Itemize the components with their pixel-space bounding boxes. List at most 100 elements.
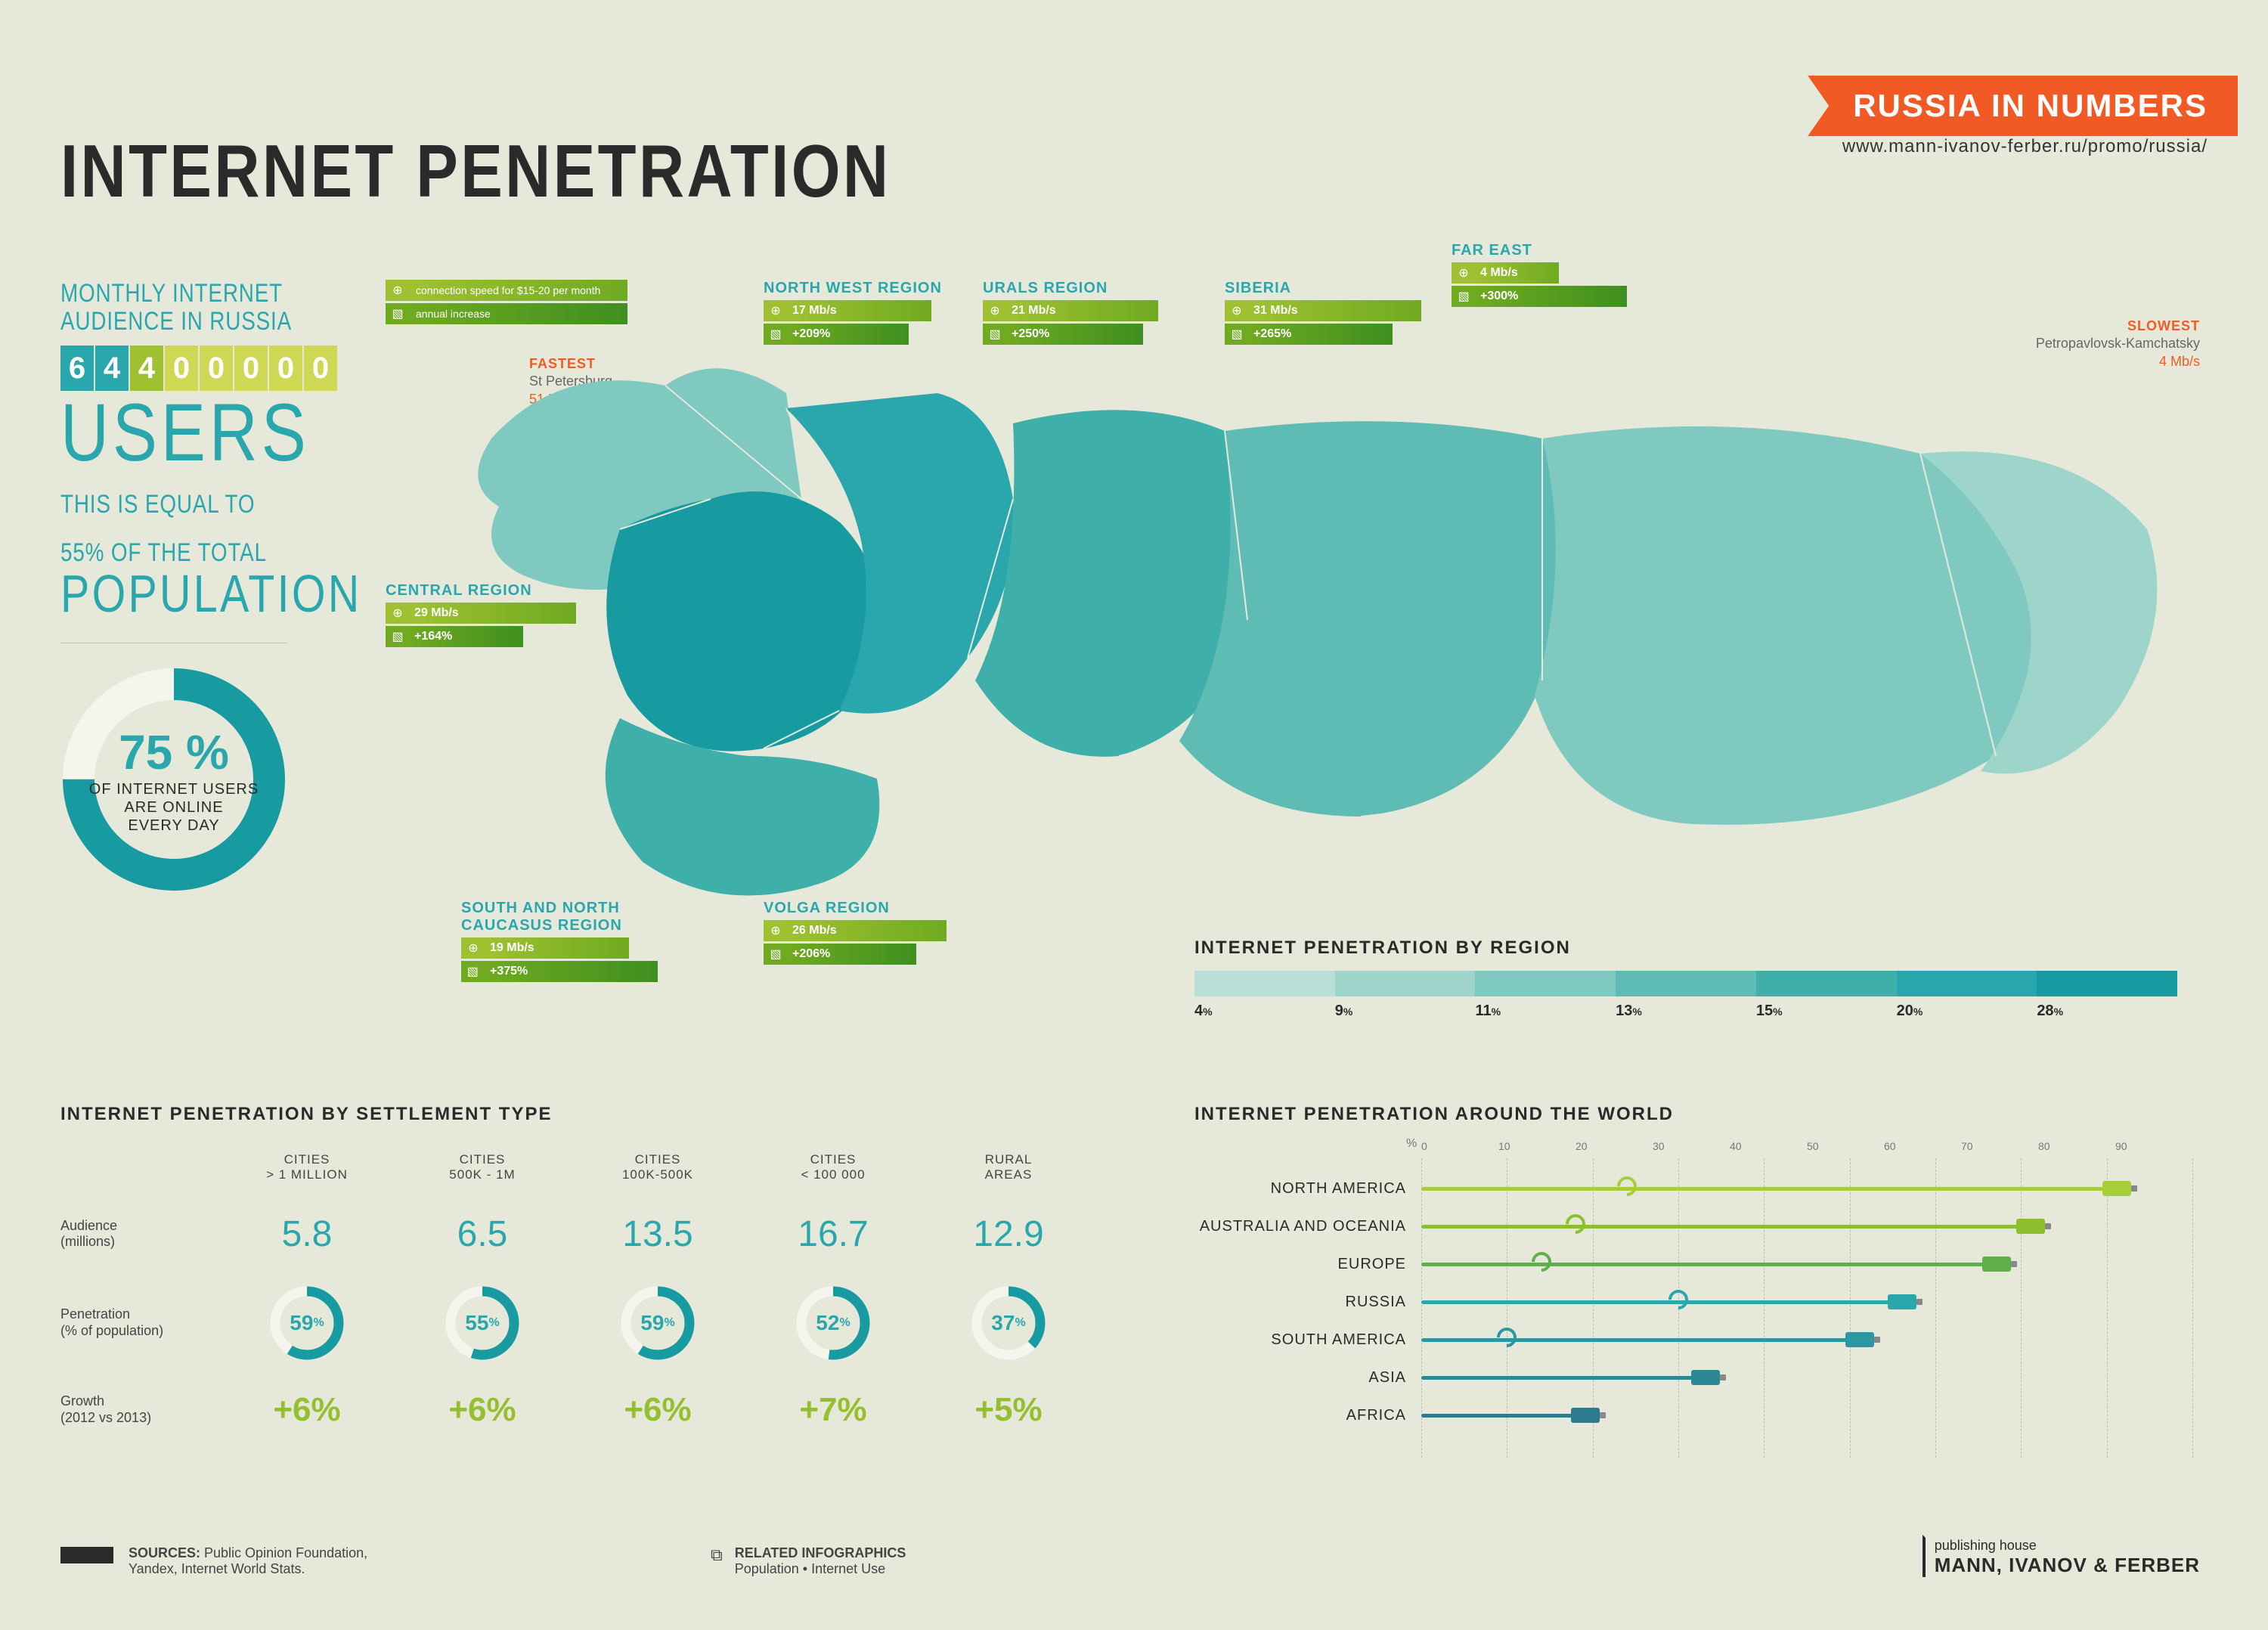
chart-icon: ▧ xyxy=(764,324,788,345)
daily-online-donut: 75 % OF INTERNET USERS ARE ONLINE EVERY … xyxy=(60,666,287,893)
usb-plug-icon xyxy=(1888,1294,1916,1309)
chart-icon: ▧ xyxy=(461,961,485,982)
related-infographics: ⧉ RELATED INFOGRAPHICS Population • Inte… xyxy=(711,1545,906,1577)
chart-icon: ▧ xyxy=(386,626,410,647)
donut-sub2: ARE ONLINE xyxy=(124,798,223,817)
sources: SOURCES: Public Opinion Foundation,Yande… xyxy=(60,1545,367,1577)
region-increase: +250% xyxy=(1012,324,1049,345)
world-series-name: AFRICA xyxy=(1194,1407,1421,1424)
x-tick: 10 xyxy=(1498,1140,1576,1152)
scale-swatch xyxy=(1897,971,2037,996)
region-speed: 26 Mb/s xyxy=(792,920,837,941)
scale-bar xyxy=(1194,971,2177,996)
audience-value: 12.9 xyxy=(921,1213,1096,1255)
globe-icon: ⊕ xyxy=(461,937,485,959)
donut-sub1: OF INTERNET USERS xyxy=(89,780,259,798)
penetration-donut: 59% xyxy=(570,1285,745,1361)
equals-line1: THIS IS EQUAL TO xyxy=(60,491,321,519)
region-name: VOLGA REGION xyxy=(764,900,960,917)
world-series-row: RUSSIA xyxy=(1194,1284,2192,1320)
world-series-row: NORTH AMERICA xyxy=(1194,1170,2192,1207)
digit: 4 xyxy=(95,346,129,391)
region-badge: SOUTH AND NORTH CAUCASUS REGION ⊕ 19 Mb/… xyxy=(461,900,658,982)
user-count-digits: 64400000 xyxy=(60,346,378,391)
region-name: SIBERIA xyxy=(1225,280,1421,297)
globe-icon: ⊕ xyxy=(983,300,1007,321)
settlement-col-header: CITIES500K - 1M xyxy=(395,1152,570,1183)
scale-label: 13% xyxy=(1616,1002,1756,1020)
world-series-name: NORTH AMERICA xyxy=(1194,1180,1421,1198)
settlement-col-header: RURALAREAS xyxy=(921,1152,1096,1183)
scale-swatch xyxy=(1475,971,1616,996)
x-tick: 0 xyxy=(1421,1140,1498,1152)
sources-block-icon xyxy=(60,1547,113,1563)
chart-icon: ▧ xyxy=(983,324,1007,345)
world-series-row: ASIA xyxy=(1194,1359,2192,1396)
usb-plug-icon xyxy=(2016,1219,2045,1234)
scale-swatch xyxy=(1194,971,1335,996)
growth-value: +5% xyxy=(921,1391,1096,1429)
donut-pct: 75 % xyxy=(119,724,229,780)
region-increase: +300% xyxy=(1480,286,1518,307)
users-label: USERS xyxy=(60,395,321,469)
chart-icon: ▧ xyxy=(1225,324,1249,345)
region-speed: 31 Mb/s xyxy=(1253,300,1298,321)
scale-label: 11% xyxy=(1475,1002,1616,1020)
region-badge: CENTRAL REGION ⊕ 29 Mb/s ▧ +164% xyxy=(386,582,582,647)
chart-icon: ▧ xyxy=(764,944,788,965)
digit: 0 xyxy=(304,346,337,391)
equals-line2: 55% OF THE TOTAL xyxy=(60,539,321,567)
world-series-name: SOUTH AMERICA xyxy=(1194,1331,1421,1349)
settlement-col-header: CITIES< 100 000 xyxy=(745,1152,921,1183)
region-speed: 29 Mb/s xyxy=(414,603,459,624)
banner-url: www.mann-ivanov-ferber.ru/promo/russia/ xyxy=(1842,136,2208,157)
audience-value: 13.5 xyxy=(570,1213,745,1255)
x-tick: 20 xyxy=(1576,1140,1653,1152)
region-speed: 4 Mb/s xyxy=(1480,262,1518,284)
world-series-name: AUSTRALIA AND OCEANIA xyxy=(1194,1218,1421,1235)
region-increase: +164% xyxy=(414,626,452,647)
row-header-growth: Growth(2012 vs 2013) xyxy=(60,1393,219,1426)
scale-label: 9% xyxy=(1335,1002,1476,1020)
chart-icon: ▧ xyxy=(1452,286,1476,307)
penetration-donut: 55% xyxy=(395,1285,570,1361)
usb-plug-icon xyxy=(1845,1332,1874,1347)
sources-label: SOURCES: xyxy=(129,1545,200,1560)
region-name: URALS REGION xyxy=(983,280,1179,297)
penetration-donut: 52% xyxy=(745,1285,921,1361)
donut-sub3: EVERY DAY xyxy=(128,817,219,835)
region-badge: FAR EAST ⊕ 4 Mb/s ▧ +300% xyxy=(1452,242,1648,307)
scale-label: 28% xyxy=(2037,1002,2177,1020)
scale-label: 4% xyxy=(1194,1002,1335,1020)
settlement-col-header: CITIES> 1 MILLION xyxy=(219,1152,395,1183)
monthly-audience-line1: MONTHLY INTERNET xyxy=(60,280,321,308)
related-text: Population • Internet Use xyxy=(735,1561,906,1577)
region-increase: +209% xyxy=(792,324,830,345)
penetration-donut: 59% xyxy=(219,1285,395,1361)
scale-swatch xyxy=(1616,971,1756,996)
world-series-row: SOUTH AMERICA xyxy=(1194,1322,2192,1358)
settlement-title: INTERNET PENETRATION BY SETTLEMENT TYPE xyxy=(60,1104,1096,1125)
usb-plug-icon xyxy=(1982,1257,2011,1272)
x-tick: 60 xyxy=(1884,1140,1961,1152)
settlement-col-header: CITIES100K-500K xyxy=(570,1152,745,1183)
digit: 4 xyxy=(130,346,163,391)
digit: 0 xyxy=(200,346,233,391)
monthly-audience-line2: AUDIENCE IN RUSSIA xyxy=(60,308,321,336)
row-header-audience: Audience(millions) xyxy=(60,1218,219,1250)
globe-icon: ⊕ xyxy=(1225,300,1249,321)
related-label: RELATED INFOGRAPHICS xyxy=(735,1545,906,1561)
scale-swatch xyxy=(1756,971,1897,996)
scale-swatch xyxy=(1335,971,1476,996)
banner-russia-in-numbers: RUSSIA IN NUMBERS xyxy=(1808,76,2238,136)
world-title: INTERNET PENETRATION AROUND THE WORLD xyxy=(1194,1104,2192,1125)
scale-label: 20% xyxy=(1897,1002,2037,1020)
usb-plug-icon xyxy=(1571,1408,1600,1423)
penetration-by-region-scale: INTERNET PENETRATION BY REGION 4%9%11%13… xyxy=(1194,937,2177,1020)
region-increase: +206% xyxy=(792,944,830,965)
x-tick: 40 xyxy=(1730,1140,1807,1152)
digit: 0 xyxy=(234,346,268,391)
page-title: INTERNET PENETRATION xyxy=(60,129,891,214)
x-tick: 90 xyxy=(2115,1140,2192,1152)
x-tick: 30 xyxy=(1653,1140,1730,1152)
